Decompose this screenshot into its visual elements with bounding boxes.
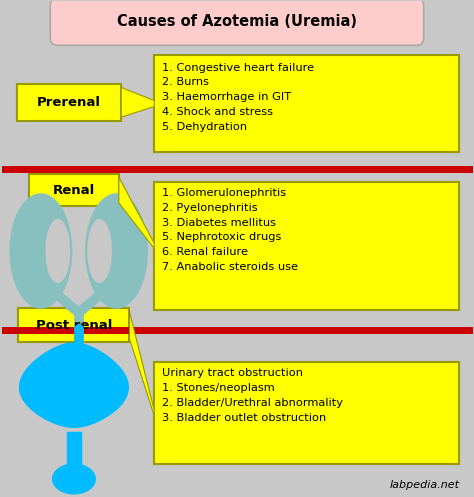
Polygon shape — [129, 312, 155, 416]
Text: Causes of Azotemia (Uremia): Causes of Azotemia (Uremia) — [117, 14, 357, 29]
Polygon shape — [53, 464, 95, 494]
Text: Urinary tract obstruction
1. Stones/neoplasm
2. Bladder/Urethral abnormality
3. : Urinary tract obstruction 1. Stones/neop… — [162, 368, 343, 423]
FancyBboxPatch shape — [155, 55, 459, 152]
Polygon shape — [19, 343, 128, 427]
Polygon shape — [46, 220, 69, 282]
Text: 1. Glomerulonephritis
2. Pyelonephritis
3. Diabetes mellitus
5. Nephrotoxic drug: 1. Glomerulonephritis 2. Pyelonephritis … — [162, 188, 298, 272]
Polygon shape — [86, 194, 147, 308]
Text: Renal: Renal — [53, 183, 95, 196]
Text: 1. Congestive heart failure
2. Burns
3. Haemorrhage in GIT
4. Shock and stress
5: 1. Congestive heart failure 2. Burns 3. … — [162, 63, 314, 132]
FancyBboxPatch shape — [29, 174, 119, 206]
Polygon shape — [10, 194, 72, 308]
FancyBboxPatch shape — [17, 83, 121, 121]
FancyBboxPatch shape — [18, 309, 129, 342]
Text: Post renal: Post renal — [36, 319, 112, 332]
FancyBboxPatch shape — [155, 362, 459, 464]
Polygon shape — [67, 432, 81, 467]
Text: labpedia.net: labpedia.net — [389, 481, 459, 491]
FancyBboxPatch shape — [50, 0, 424, 45]
FancyBboxPatch shape — [155, 181, 459, 311]
Polygon shape — [121, 87, 155, 117]
Polygon shape — [88, 220, 111, 282]
Polygon shape — [119, 177, 155, 248]
Text: Prerenal: Prerenal — [37, 96, 101, 109]
